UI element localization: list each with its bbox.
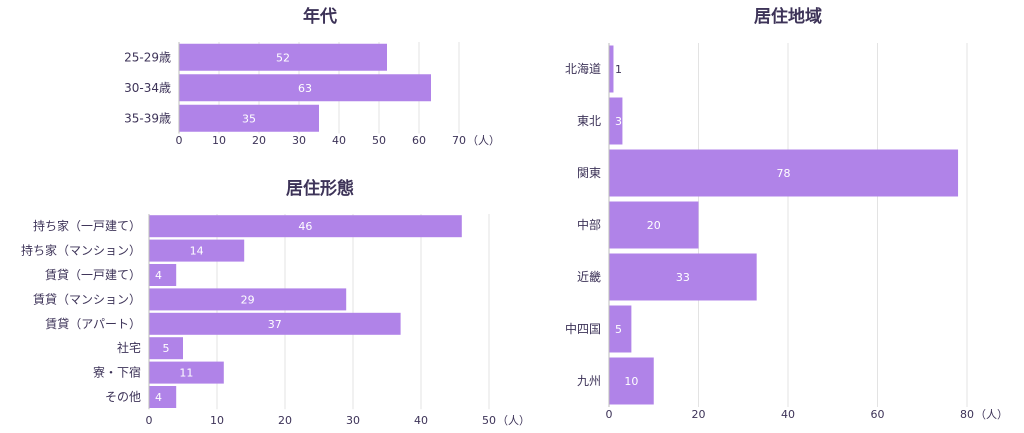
age-category-label: 30-34歳: [124, 81, 171, 95]
region-category-label: 北海道: [565, 61, 601, 76]
housing-category-label: 寮・下宿: [93, 365, 141, 380]
age-tick-label: 40: [332, 134, 346, 147]
region-category-label: 東北: [577, 114, 601, 128]
housing-category-label: 持ち家（マンション）: [21, 243, 141, 258]
housing-tick-label: 40: [414, 414, 428, 427]
housing-category-label: その他: [105, 390, 141, 404]
age-tick-label: 30: [292, 134, 306, 147]
age-chart-title: 年代: [303, 6, 337, 27]
region-category-label: 中四国: [565, 321, 601, 336]
region-bar: [609, 45, 614, 93]
region-bar: [609, 97, 623, 145]
region-bar: [609, 305, 632, 353]
region-tick-label: 80: [960, 408, 974, 421]
region-bar: [609, 201, 699, 249]
region-value-label: 78: [777, 167, 791, 180]
age-value-label: 35: [242, 112, 256, 125]
region-value-label: 33: [676, 271, 690, 284]
age-bar: [179, 74, 431, 102]
region-bar: [609, 253, 757, 301]
age-bar: [179, 43, 387, 71]
age-value-label: 52: [276, 51, 290, 64]
region-chart-title: 居住地域: [754, 6, 822, 27]
housing-tick-label: 20: [278, 414, 292, 427]
age-tick-label: 10: [212, 134, 226, 147]
housing-tick-label: 50: [482, 414, 496, 427]
housing-value-label: 46: [298, 220, 312, 233]
housing-tick-label: 30: [346, 414, 360, 427]
housing-bar: [149, 239, 245, 262]
housing-bar: [149, 215, 462, 238]
housing-category-label: 賃貸（マンション）: [33, 291, 141, 306]
age-tick-label: 70: [452, 134, 466, 147]
housing-bar: [149, 312, 401, 335]
housing-value-label: 14: [190, 245, 204, 258]
region-value-label: 5: [615, 323, 622, 336]
housing-tick-label: 10: [210, 414, 224, 427]
region-tick-label: 20: [692, 408, 706, 421]
region-category-label: 近畿: [577, 270, 601, 284]
age-tick-label: 0: [176, 134, 183, 147]
housing-category-label: 社宅: [117, 340, 141, 355]
housing-category-label: 持ち家（一戸建て）: [33, 218, 141, 233]
region-category-label: 中部: [577, 217, 601, 232]
age-category-label: 35-39歳: [124, 111, 171, 125]
region-bar: [609, 357, 654, 405]
housing-chart-title: 居住形態: [286, 178, 354, 199]
region-tick-label: 60: [871, 408, 885, 421]
region-tick-label: 40: [781, 408, 795, 421]
housing-value-label: 11: [179, 367, 193, 380]
housing-unit-label: （人）: [497, 414, 530, 427]
age-value-label: 63: [298, 82, 312, 95]
region-bar: [609, 149, 959, 197]
region-category-label: 九州: [577, 374, 601, 388]
region-value-label: 20: [647, 219, 661, 232]
age-tick-label: 20: [252, 134, 266, 147]
age-bar: [179, 104, 319, 132]
housing-category-label: 賃貸（アパート）: [45, 316, 141, 331]
age-tick-label: 60: [412, 134, 426, 147]
housing-value-label: 4: [155, 391, 162, 404]
age-unit-label: （人）: [467, 134, 500, 147]
region-tick-label: 0: [606, 408, 613, 421]
housing-bar: [149, 288, 347, 311]
housing-bar: [149, 361, 224, 384]
housing-category-label: 賃貸（一戸建て）: [45, 267, 141, 282]
housing-value-label: 5: [163, 342, 170, 355]
housing-value-label: 4: [155, 269, 162, 282]
housing-bar: [149, 386, 177, 408]
housing-bar: [149, 337, 183, 360]
region-unit-label: （人）: [975, 408, 1008, 421]
age-tick-label: 50: [372, 134, 386, 147]
region-category-label: 関東: [577, 166, 601, 180]
housing-value-label: 29: [241, 293, 255, 306]
housing-bar: [149, 264, 177, 286]
housing-tick-label: 0: [146, 414, 153, 427]
region-value-label: 1: [615, 63, 622, 76]
region-value-label: 10: [624, 375, 638, 388]
housing-value-label: 37: [268, 318, 282, 331]
region-value-label: 3: [615, 115, 622, 128]
age-category-label: 25-29歳: [124, 50, 171, 64]
